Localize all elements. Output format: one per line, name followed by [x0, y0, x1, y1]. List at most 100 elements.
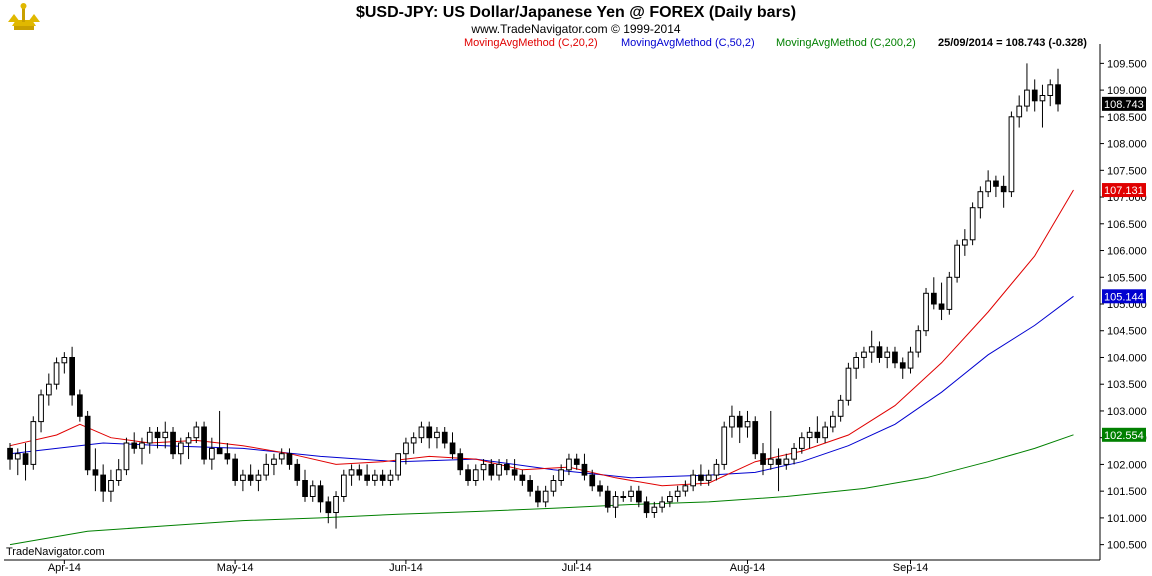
candle	[61, 352, 68, 374]
candle-body	[853, 357, 859, 369]
candle	[977, 186, 984, 219]
candle	[457, 448, 464, 476]
candle-body	[907, 351, 914, 369]
candle-body	[954, 244, 960, 278]
candle	[309, 480, 316, 502]
candle	[341, 469, 347, 502]
candle-body	[170, 431, 176, 455]
candle	[441, 426, 448, 449]
candle-body	[356, 469, 363, 476]
candle-body	[379, 474, 386, 481]
candle	[628, 485, 634, 502]
candle-body	[566, 458, 572, 471]
candle-body	[410, 437, 417, 444]
candle-body	[224, 453, 231, 460]
y-tick-label: 107.500	[1107, 165, 1147, 177]
candle	[760, 443, 766, 476]
ma200-line	[9, 434, 1074, 546]
candle	[1047, 79, 1054, 107]
candle	[22, 443, 29, 481]
candle-body	[1055, 84, 1061, 105]
y-tick-label: 105.500	[1107, 272, 1147, 284]
candle-body	[682, 485, 689, 492]
candle-body	[364, 474, 370, 481]
candle	[868, 330, 875, 363]
last-value-tag	[1102, 96, 1146, 111]
x-tick-label: Apr-14	[48, 562, 81, 574]
candle	[84, 410, 91, 476]
candle-body	[542, 490, 549, 503]
candle-body	[263, 463, 269, 476]
candle-body	[721, 426, 728, 465]
y-tick-label: 104.000	[1107, 352, 1147, 364]
candle	[209, 437, 215, 470]
legend-ma50: MovingAvgMethod (C,50,2)	[621, 37, 755, 49]
candle	[504, 459, 510, 476]
candle	[317, 480, 324, 513]
candle	[108, 469, 114, 502]
candle	[597, 480, 603, 497]
candle-body	[899, 362, 906, 369]
x-tick-label: Aug-14	[730, 562, 765, 574]
candle	[550, 475, 557, 497]
candle-body	[597, 485, 603, 492]
candle-body	[628, 490, 634, 498]
candle-body	[1039, 95, 1046, 102]
candle	[263, 453, 269, 481]
last-value-tag	[1102, 289, 1146, 304]
candle	[255, 469, 262, 492]
watermark: TradeNavigator.com	[6, 546, 105, 558]
candle-body	[193, 426, 200, 439]
candle-body	[504, 463, 510, 471]
candle-body	[255, 474, 262, 481]
candle-body	[519, 474, 526, 481]
candle-body	[372, 474, 378, 481]
last-value-label: 102.554	[1104, 430, 1144, 442]
candle	[698, 464, 704, 486]
candle-body	[240, 474, 246, 481]
candle	[472, 464, 479, 486]
candle-body	[115, 469, 122, 481]
candle	[535, 485, 541, 508]
candle-body	[84, 415, 91, 471]
candle-body	[216, 447, 223, 455]
candle-body	[931, 292, 937, 305]
candle	[837, 394, 844, 422]
candle	[92, 448, 99, 492]
candle	[876, 341, 883, 363]
candle-body	[472, 469, 479, 481]
candle-body	[651, 506, 658, 514]
candle-body	[713, 463, 720, 476]
candle-body	[729, 415, 735, 428]
candle-body	[705, 474, 712, 481]
candle-body	[783, 458, 790, 465]
candle-body	[620, 496, 627, 498]
candle	[426, 421, 433, 449]
candle-body	[962, 239, 968, 246]
candle	[938, 282, 945, 321]
x-tick-label: May-14	[217, 562, 254, 574]
candle	[115, 459, 122, 486]
candle	[744, 410, 751, 438]
candle-body	[993, 180, 999, 187]
candle-body	[1031, 89, 1038, 102]
candle	[667, 491, 673, 508]
candle-body	[449, 442, 456, 455]
candle-body	[465, 469, 471, 481]
candle	[1008, 111, 1015, 198]
candle	[705, 469, 712, 486]
candle	[822, 421, 828, 444]
candle-body	[667, 496, 673, 503]
candle	[946, 271, 953, 315]
candle	[636, 485, 642, 508]
candle	[985, 170, 991, 198]
candle	[201, 421, 207, 465]
candle-body	[915, 330, 922, 353]
candle-body	[139, 442, 145, 449]
candle-body	[14, 453, 21, 460]
candle	[364, 464, 370, 486]
candle-body	[581, 463, 588, 476]
candle	[892, 346, 898, 369]
candle-body	[480, 463, 487, 471]
candle-body	[488, 463, 495, 476]
